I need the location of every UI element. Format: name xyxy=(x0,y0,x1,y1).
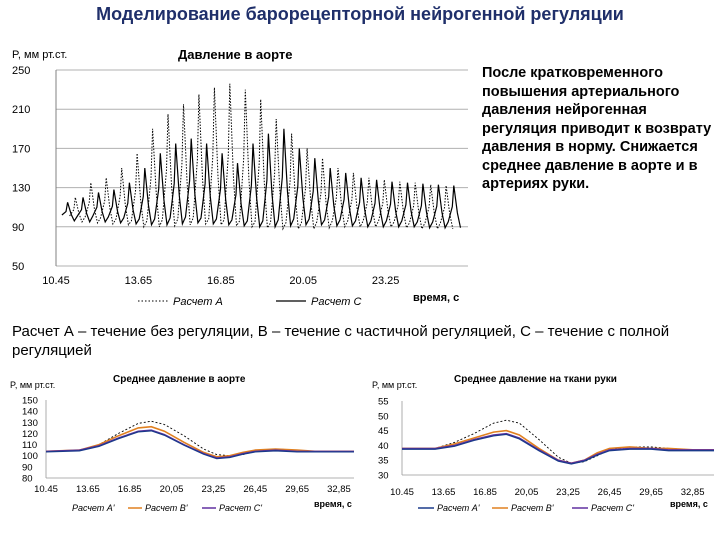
c2-xtick-label: 13.65 xyxy=(76,484,100,495)
c3-series-a-line xyxy=(402,419,714,464)
c3-xtick-label: 16.85 xyxy=(473,487,497,498)
chart1-legend-label-a: Расчет А xyxy=(173,296,223,308)
c3-xtick-label: 29,65 xyxy=(639,487,663,498)
c2-series-navy-line xyxy=(45,430,354,460)
chart1-ytick-label: 90 xyxy=(12,222,24,234)
c2-series-c-line xyxy=(45,429,354,459)
c2-ytick-label: 100 xyxy=(22,451,38,462)
arm-tissue-pressure-chart: P, мм рт.ст. Среднее давление на ткани р… xyxy=(372,374,714,513)
chart1-xtick-label: 20.05 xyxy=(289,275,317,287)
chart2-legend-label-b: Расчет В' xyxy=(145,503,188,513)
c2-xtick-label: 23,25 xyxy=(202,484,226,495)
c3-series-navy-line xyxy=(402,433,714,465)
c3-xtick-label: 23,25 xyxy=(556,487,580,498)
c2-ytick-label: 120 xyxy=(22,429,38,440)
chart3-title: Среднее давление на ткани руки xyxy=(454,374,617,385)
chart1-series-c-line xyxy=(61,128,462,230)
c2-xtick-label: 10.45 xyxy=(34,484,58,495)
c2-ytick-label: 140 xyxy=(22,407,38,418)
chart1-xtick-label: 10.45 xyxy=(42,275,70,287)
chart2-title: Среднее давление в аорте xyxy=(113,374,246,385)
c2-xtick-label: 29,65 xyxy=(285,484,309,495)
c3-ytick-label: 55 xyxy=(378,397,389,408)
c2-series-b-line xyxy=(45,425,354,458)
aortic-pressure-chart: P, мм рт.ст. Давление в аорте 50 90 130 170… xyxy=(12,47,468,308)
chart1-ytick-label: 50 xyxy=(12,261,24,273)
c2-xtick-label: 32,85 xyxy=(327,484,351,495)
c3-series-c-line xyxy=(402,432,714,464)
c3-ytick-label: 30 xyxy=(378,471,389,482)
slide-title: Моделирование барорецепторной нейрогенно… xyxy=(96,4,624,24)
c3-ytick-label: 35 xyxy=(378,456,389,467)
chart1-legend-label-c: Расчет С xyxy=(311,296,361,308)
chart3-legend-label-b: Расчет В' xyxy=(511,503,554,513)
series-caption: Расчет А – течение без регуляции, В – те… xyxy=(12,323,670,359)
c3-ytick-label: 45 xyxy=(378,426,389,437)
c3-xtick-label: 20,05 xyxy=(515,487,539,498)
chart3-xlabel: время, с xyxy=(670,499,708,509)
c2-ytick-label: 150 xyxy=(22,396,38,407)
c3-xtick-label: 32,85 xyxy=(681,487,705,498)
chart1-series-a-line xyxy=(69,83,454,231)
c2-xtick-label: 16.85 xyxy=(118,484,142,495)
chart3-legend-label-c: Расчет С' xyxy=(591,503,634,513)
chart1-xlabel: время, с xyxy=(413,292,459,304)
chart1-ytick-label: 250 xyxy=(12,65,30,77)
chart2-xlabel: время, с xyxy=(314,499,352,509)
chart3-legend-label-a: Расчет А' xyxy=(437,503,480,513)
c2-xtick-label: 26,45 xyxy=(243,484,267,495)
chart2-ylabel: P, мм рт.ст. xyxy=(10,380,55,390)
chart1-ylabel: P, мм рт.ст. xyxy=(12,49,67,61)
chart1-xtick-label: 23.25 xyxy=(372,275,400,287)
chart2-legend-label-c: Расчет С' xyxy=(219,503,262,513)
chart1-xtick-label: 13.65 xyxy=(125,275,153,287)
c3-xtick-label: 13.65 xyxy=(432,487,456,498)
c2-ytick-label: 90 xyxy=(22,462,33,473)
c3-ytick-label: 50 xyxy=(378,411,389,422)
chart1-ytick-label: 210 xyxy=(12,104,30,116)
c2-ytick-label: 110 xyxy=(22,440,37,451)
chart1-ytick-label: 170 xyxy=(12,143,30,155)
chart1-xtick-label: 16.85 xyxy=(207,275,235,287)
chart3-ylabel: P, мм рт.ст. xyxy=(372,380,417,390)
explanation-note: После кратковременного повышения артериа… xyxy=(482,65,712,192)
c2-xtick-label: 20,05 xyxy=(160,484,184,495)
c3-xtick-label: 26,45 xyxy=(598,487,622,498)
c3-ytick-label: 40 xyxy=(378,441,389,452)
chart2-legend-label-a: Расчет А' xyxy=(72,503,115,513)
mean-aortic-pressure-chart: P, мм рт.ст. Среднее давление в аорте 80… xyxy=(10,374,354,513)
chart1-ytick-label: 130 xyxy=(12,183,30,195)
c3-xtick-label: 10.45 xyxy=(390,487,414,498)
c2-ytick-label: 80 xyxy=(22,474,33,485)
chart1-title: Давление в аорте xyxy=(178,47,292,62)
c2-ytick-label: 130 xyxy=(22,418,38,429)
